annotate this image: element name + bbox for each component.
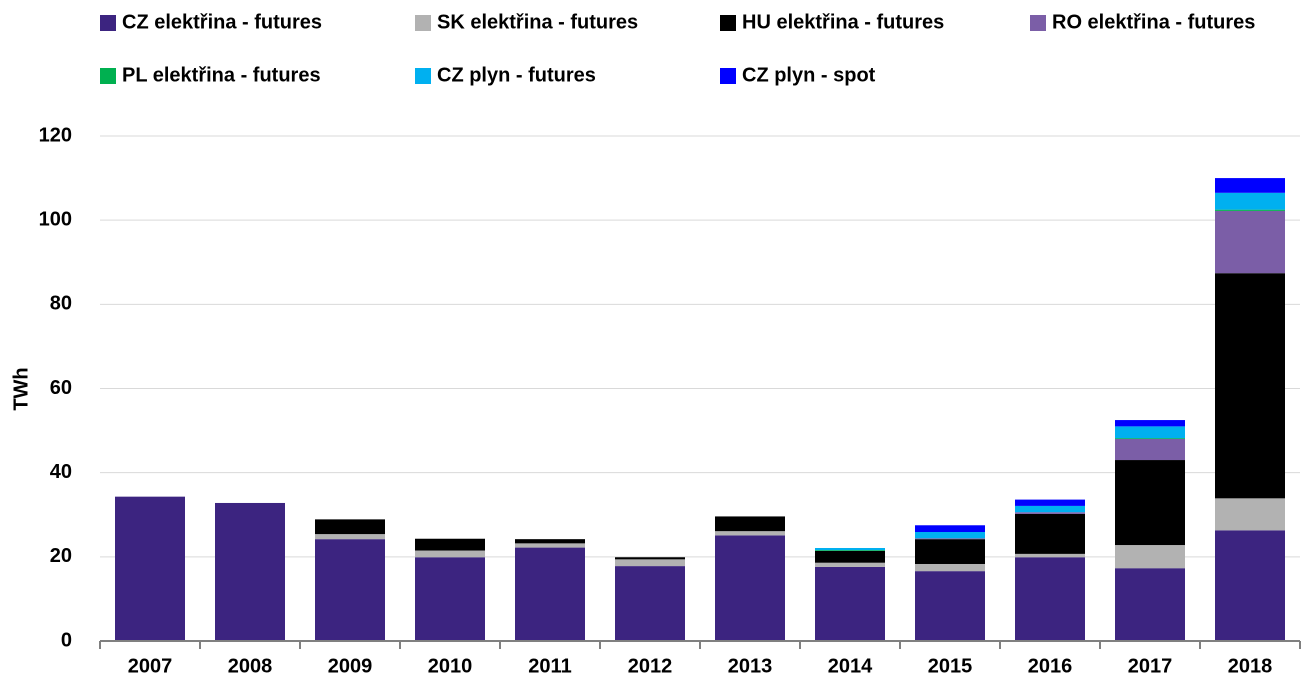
bar-segment	[1015, 557, 1085, 641]
bar-segment	[615, 557, 685, 560]
bar-segment	[1115, 420, 1185, 427]
bar-segment	[515, 547, 585, 641]
bar-segment	[1215, 498, 1285, 531]
x-tick-label: 2016	[1028, 655, 1073, 677]
bar-segment	[1215, 210, 1285, 274]
y-tick-label: 20	[50, 545, 72, 567]
bar-segment	[915, 563, 985, 572]
x-tick-label: 2013	[728, 655, 773, 677]
bar-segment	[815, 547, 885, 551]
bar-segment	[1115, 439, 1185, 461]
y-tick-label: 60	[50, 377, 72, 399]
x-tick-label: 2014	[828, 655, 873, 677]
x-tick-label: 2007	[128, 655, 173, 677]
legend-swatch	[1030, 15, 1046, 31]
bar-segment	[1015, 505, 1085, 513]
bar-segment	[915, 539, 985, 564]
bar-segment	[1015, 513, 1085, 554]
legend-label: PL elektřina - futures	[122, 64, 321, 86]
x-tick-label: 2011	[528, 655, 571, 677]
legend-label: RO elektřina - futures	[1052, 11, 1255, 33]
bar-segment	[1215, 209, 1285, 211]
x-tick-label: 2010	[428, 655, 473, 677]
y-tick-label: 120	[39, 124, 72, 146]
legend-swatch	[100, 15, 116, 31]
x-tick-label: 2009	[328, 655, 373, 677]
bar-segment	[615, 566, 685, 641]
bar-segment	[215, 502, 285, 641]
legend-swatch	[720, 15, 736, 31]
y-tick-label: 0	[61, 629, 72, 651]
bar-segment	[1015, 512, 1085, 514]
bar-segment	[815, 562, 885, 567]
bar-segment	[1115, 460, 1185, 546]
legend-label: CZ plyn - spot	[742, 64, 876, 86]
bar-segment	[815, 550, 885, 551]
y-tick-label: 100	[39, 208, 72, 230]
bar-segment	[915, 571, 985, 641]
bar-segment	[915, 525, 985, 533]
legend-label: CZ elektřina - futures	[122, 11, 322, 33]
bar-segment	[815, 550, 885, 563]
legend-label: CZ plyn - futures	[437, 64, 596, 86]
bar-segment	[715, 531, 785, 536]
bar-segment	[115, 496, 185, 641]
bar-segment	[315, 539, 385, 641]
bar-segment	[315, 534, 385, 540]
x-tick-label: 2018	[1228, 655, 1273, 677]
bar-segment	[615, 559, 685, 567]
legend-swatch	[415, 68, 431, 84]
legend-swatch	[415, 15, 431, 31]
bar-segment	[1215, 273, 1285, 499]
x-tick-label: 2012	[628, 655, 673, 677]
bar-segment	[1115, 438, 1185, 439]
bar-segment	[1215, 530, 1285, 641]
legend-swatch	[720, 68, 736, 84]
legend-label: SK elektřina - futures	[437, 11, 638, 33]
bar-segment	[915, 532, 985, 539]
bar-segment	[1015, 553, 1085, 558]
legend-swatch	[100, 68, 116, 84]
legend-label: HU elektřina - futures	[742, 11, 944, 33]
bar-segment	[415, 550, 485, 558]
bar-segment	[1215, 192, 1285, 210]
y-tick-label: 40	[50, 461, 72, 483]
bar-segment	[315, 519, 385, 535]
y-axis-label: TWh	[10, 367, 32, 410]
bar-segment	[415, 538, 485, 551]
bar-segment	[1215, 178, 1285, 193]
bar-segment	[715, 516, 785, 532]
bar-segment	[515, 543, 585, 548]
x-tick-label: 2015	[928, 655, 973, 677]
x-tick-label: 2008	[228, 655, 273, 677]
bar-segment	[815, 566, 885, 641]
bar-segment	[515, 539, 585, 544]
bar-segment	[1015, 499, 1085, 506]
bar-segment	[1115, 426, 1185, 439]
bar-segment	[915, 538, 985, 540]
bar-segment	[1115, 545, 1185, 569]
y-tick-label: 80	[50, 293, 72, 315]
bar-segment	[415, 557, 485, 641]
bar-segment	[1115, 568, 1185, 641]
x-tick-label: 2017	[1128, 655, 1173, 677]
bar-segment	[715, 535, 785, 641]
